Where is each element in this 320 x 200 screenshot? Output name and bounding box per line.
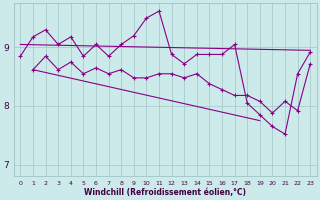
X-axis label: Windchill (Refroidissement éolien,°C): Windchill (Refroidissement éolien,°C) [84,188,246,197]
